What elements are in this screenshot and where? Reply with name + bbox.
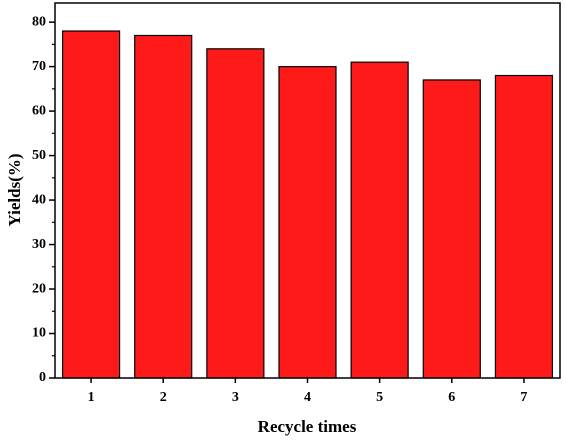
bar [206, 48, 265, 379]
plot-frame [54, 2, 561, 379]
y-tick-label: 60 [32, 103, 46, 118]
y-tick-label: 50 [32, 148, 46, 163]
x-tick-label: 7 [520, 390, 527, 405]
y-axis-label: Yields(%) [5, 153, 24, 226]
x-tick-label: 1 [88, 390, 95, 405]
x-tick-label: 3 [232, 390, 239, 405]
y-tick-label: 30 [32, 237, 46, 252]
bar [61, 30, 121, 379]
x-tick-label: 6 [448, 390, 455, 405]
x-tick-label: 4 [304, 390, 311, 405]
bar [134, 34, 193, 379]
bar [494, 74, 554, 379]
bar [422, 79, 481, 379]
y-tick-label: 10 [32, 326, 46, 341]
y-tick-label: 20 [32, 281, 46, 296]
y-tick-label: 40 [32, 192, 46, 207]
x-tick-label: 2 [160, 390, 167, 405]
x-tick-label: 5 [376, 390, 383, 405]
x-axis-label: Recycle times [258, 417, 357, 436]
bar [278, 66, 337, 379]
y-tick-label: 70 [32, 59, 46, 74]
y-tick-label: 0 [39, 370, 46, 385]
y-tick-label: 80 [32, 14, 46, 29]
bar [350, 61, 409, 379]
